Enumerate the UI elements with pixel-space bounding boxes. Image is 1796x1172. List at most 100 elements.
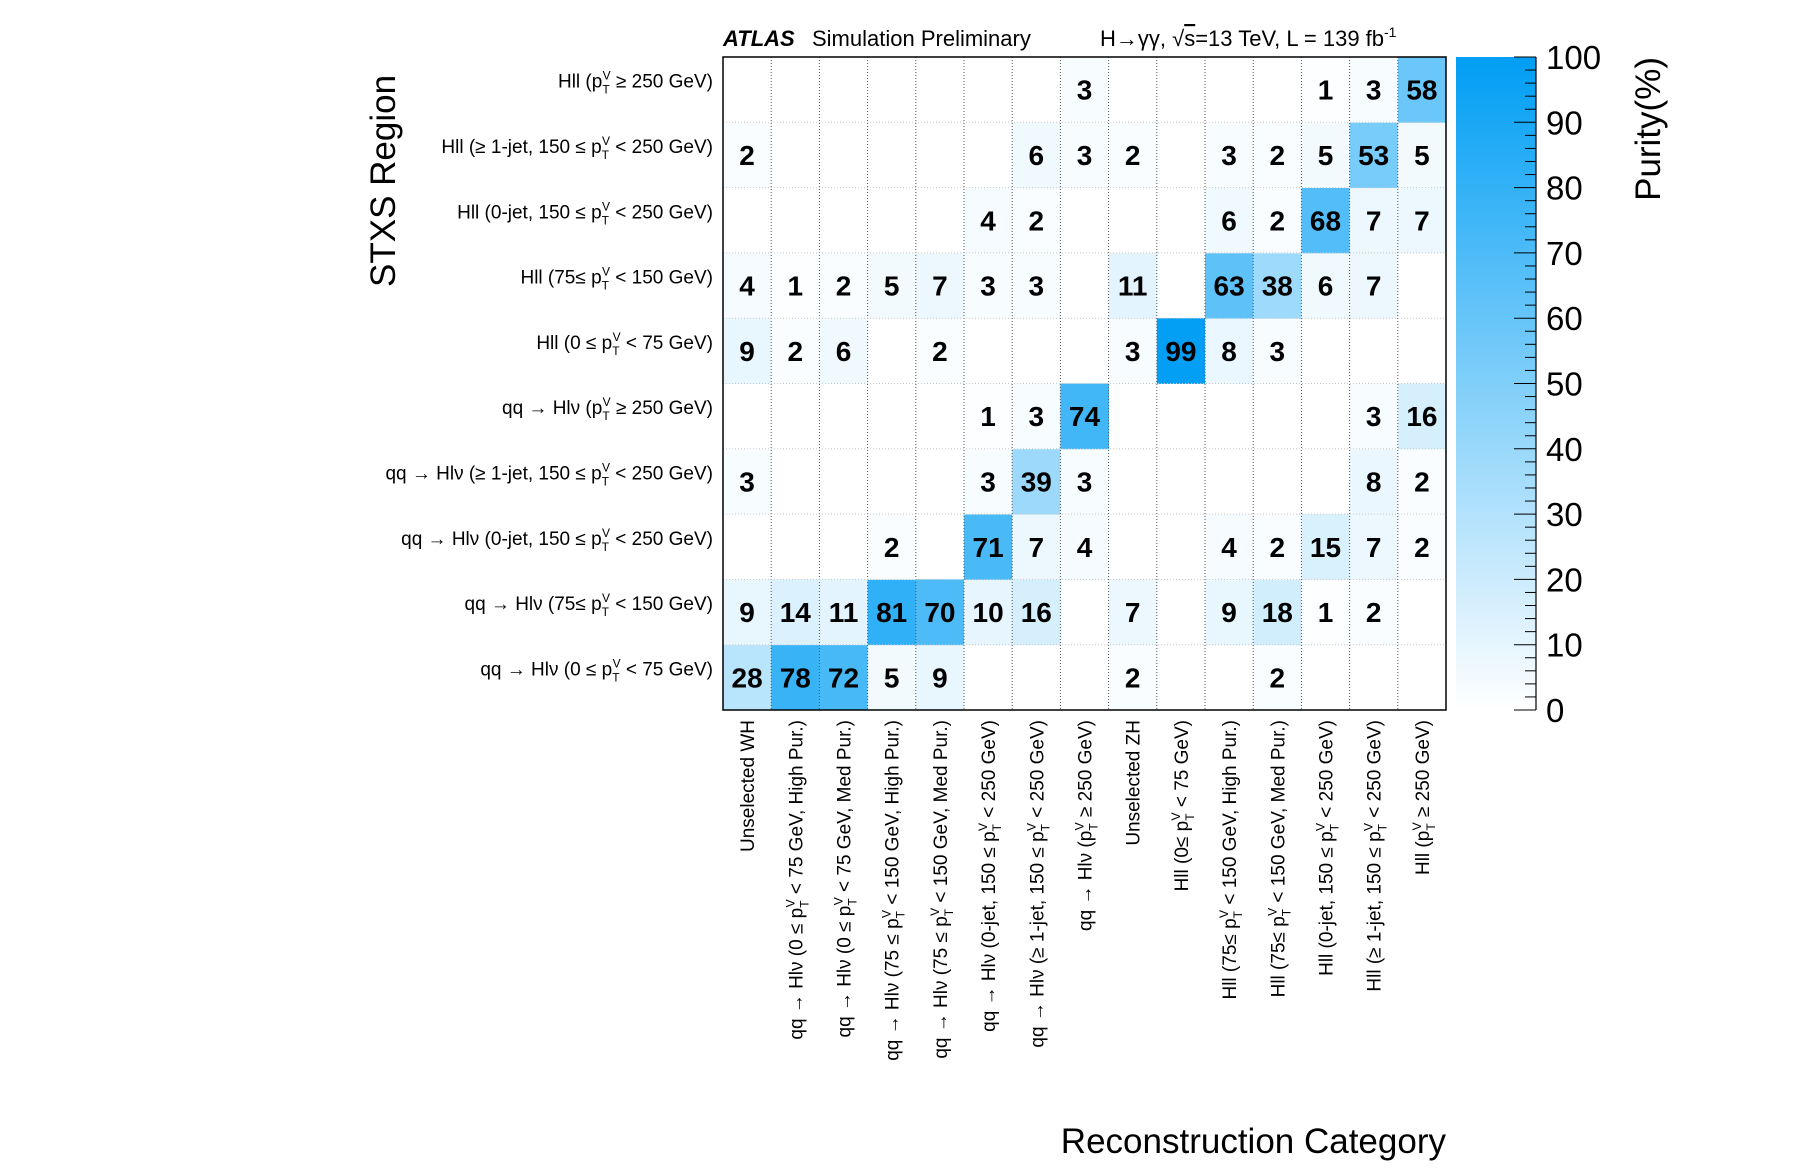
heatmap-cell xyxy=(1397,448,1447,515)
cell-value: 7 xyxy=(1029,532,1045,563)
heatmap-cell xyxy=(1301,579,1350,646)
heatmap-cell xyxy=(964,187,1013,254)
y-tick-label: qq → Hlν (0 ≤ pTV < 75 GeV) xyxy=(480,656,713,684)
heatmap-cell xyxy=(771,644,820,711)
cell-value: 7 xyxy=(1414,205,1430,236)
cell-value: 39 xyxy=(1021,466,1052,497)
x-tick-label: qq → Hlν (≥ 1-jet, 150 ≤ pTV < 250 GeV) xyxy=(1024,720,1052,1048)
heatmap-cell xyxy=(771,579,820,646)
cell-value: 3 xyxy=(1366,401,1382,432)
y-tick-label: qq → Hlν (≥ 1-jet, 150 ≤ pTV < 250 GeV) xyxy=(385,460,713,488)
heatmap-cell xyxy=(1349,122,1399,188)
cell-value: 2 xyxy=(884,532,900,563)
heatmap-cell xyxy=(1060,122,1109,188)
colorbar-tick-label: 90 xyxy=(1546,104,1583,141)
cell-value: 7 xyxy=(1366,532,1382,563)
cell-value: 71 xyxy=(973,532,1004,563)
x-tick-labels: Unselected WH qq → Hlν (0 ≤ pTV < 75 GeV,… xyxy=(738,720,1438,1061)
heatmap-cell xyxy=(723,252,772,319)
heatmap-cell xyxy=(1108,644,1158,711)
cell-value: 2 xyxy=(1270,205,1286,236)
heatmap-cell xyxy=(1301,187,1350,254)
heatmap-cell xyxy=(867,252,917,319)
cell-value: 3 xyxy=(980,271,996,302)
heatmap-cell xyxy=(1253,644,1302,711)
y-axis-title: STXS Region xyxy=(364,75,403,287)
x-tick-label: qq → Hlν (pTV ≥ 250 GeV) xyxy=(1073,720,1101,931)
heatmap-cell xyxy=(1205,318,1254,384)
cell-value: 7 xyxy=(1366,271,1382,302)
cell-value: 2 xyxy=(1029,205,1045,236)
cell-value: 3 xyxy=(1077,75,1093,106)
heatmap-cell xyxy=(1060,57,1109,123)
cell-value: 4 xyxy=(1221,532,1237,563)
cell-value: 53 xyxy=(1358,140,1389,171)
cell-value: 15 xyxy=(1310,532,1341,563)
colorbar-tick-label: 80 xyxy=(1546,170,1583,207)
cell-value: 2 xyxy=(932,336,948,367)
cell-value: 68 xyxy=(1310,205,1341,236)
cell-value: 3 xyxy=(739,466,755,497)
cell-value: 81 xyxy=(876,597,907,628)
cell-value: 2 xyxy=(1270,662,1286,693)
heatmap-cell xyxy=(1108,579,1158,646)
heatmap-cell xyxy=(1108,252,1158,319)
heatmap-cell xyxy=(1301,57,1350,123)
y-tick-label: Hll (75≤ pTV < 150 GeV) xyxy=(520,265,713,293)
cell-value: 63 xyxy=(1214,271,1245,302)
heatmap-cell xyxy=(1012,383,1061,450)
cell-value: 2 xyxy=(1414,532,1430,563)
heatmap-cell xyxy=(1205,122,1254,188)
cell-value: 2 xyxy=(836,271,852,302)
x-tick-label: qq → Hlν (0 ≤ pTV < 75 GeV, High Pur.) xyxy=(783,720,811,1040)
heatmap-cell xyxy=(1253,122,1302,188)
colorbar-tick-label: 100 xyxy=(1546,39,1601,76)
heatmap-cell xyxy=(915,579,965,646)
heatmap-cell xyxy=(1253,252,1302,319)
cell-value: 6 xyxy=(1318,271,1334,302)
heatmap-cell xyxy=(819,252,868,319)
heatmap-cell xyxy=(1012,252,1061,319)
x-tick-label: qq → Hlν (0-jet, 150 ≤ pTV < 250 GeV) xyxy=(976,720,1004,1032)
cell-value: 14 xyxy=(780,597,812,628)
cell-value: 2 xyxy=(1270,532,1286,563)
cell-value: 10 xyxy=(973,597,1004,628)
x-tick-label: qq → Hlν (75 ≤ pTV < 150 GeV, Med Pur.) xyxy=(928,720,956,1059)
colorbar-tick-label: 70 xyxy=(1546,235,1583,272)
cell-value: 2 xyxy=(739,140,755,171)
colorbar-tick-label: 30 xyxy=(1546,496,1583,533)
x-tick-label: Hll (0-jet, 150 ≤ pTV < 250 GeV) xyxy=(1314,720,1342,976)
heatmap-cell xyxy=(1397,383,1447,450)
cell-value: 18 xyxy=(1262,597,1293,628)
heatmap-cell xyxy=(915,644,965,711)
colorbar-tick-label: 40 xyxy=(1546,431,1583,468)
heatmap-cell xyxy=(1349,187,1399,254)
heatmap-cell xyxy=(723,579,772,646)
heatmap-cell xyxy=(1012,579,1061,646)
colorbar-tick-label: 20 xyxy=(1546,561,1583,598)
cell-value: 11 xyxy=(1118,271,1148,302)
colorbar-title: Purity(%) xyxy=(1629,57,1668,201)
heatmap-cell xyxy=(1349,579,1399,646)
plot-frame xyxy=(722,56,1447,711)
heatmap-cell xyxy=(1205,187,1254,254)
heatmap-cell xyxy=(964,448,1013,515)
heatmap-cell xyxy=(1060,448,1109,515)
heatmap-cell xyxy=(1349,252,1399,319)
heatmap-cell xyxy=(964,579,1013,646)
heatmap-cell xyxy=(867,579,917,646)
heatmap-cell xyxy=(1012,122,1061,188)
colorbar-tick-label: 10 xyxy=(1546,627,1583,664)
x-tick-label: Unselected WH xyxy=(738,720,759,852)
cell-value: 28 xyxy=(732,662,763,693)
heatmap-cell xyxy=(1397,57,1447,123)
cell-value: 1 xyxy=(980,401,996,432)
process-label: H→γγ, √s=13 TeV, L = 139 fb-1 xyxy=(1100,24,1397,51)
heatmap-cell xyxy=(867,644,917,711)
cell-value: 2 xyxy=(1414,466,1430,497)
cell-value: 72 xyxy=(828,662,859,693)
cell-value: 1 xyxy=(1318,597,1334,628)
cell-value: 16 xyxy=(1021,597,1052,628)
heatmap-cell xyxy=(1108,318,1158,384)
